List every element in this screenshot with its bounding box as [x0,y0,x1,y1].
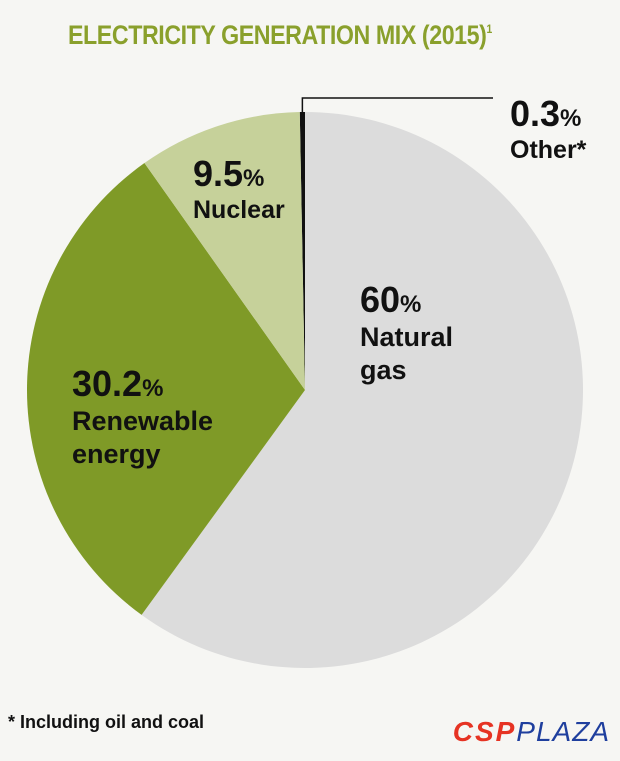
pie-slice-nuclear [144,112,305,391]
pie-slice-natural-gas [141,112,583,669]
slice-label-renewable-energy: 30.2% Renewable energy [72,363,214,469]
pie-slice-other [299,112,305,390]
slice-label-other: 0.3% Other* [510,93,587,165]
pie-slice-renewable-energy [27,163,305,615]
footnote: * Including oil and coal [8,712,205,732]
leader-line-other [301,97,493,119]
title-footnote-mark: 1 [486,22,492,36]
slice-label-nuclear: 9.5% Nuclear [193,153,285,225]
slice-label-natural-gas: 60% Natural gas [360,279,454,385]
csp-plaza-logo: CSPPLAZA [452,716,610,747]
chart-title: ELECTRICITY GENERATION MIX (2015)1 [68,20,492,50]
